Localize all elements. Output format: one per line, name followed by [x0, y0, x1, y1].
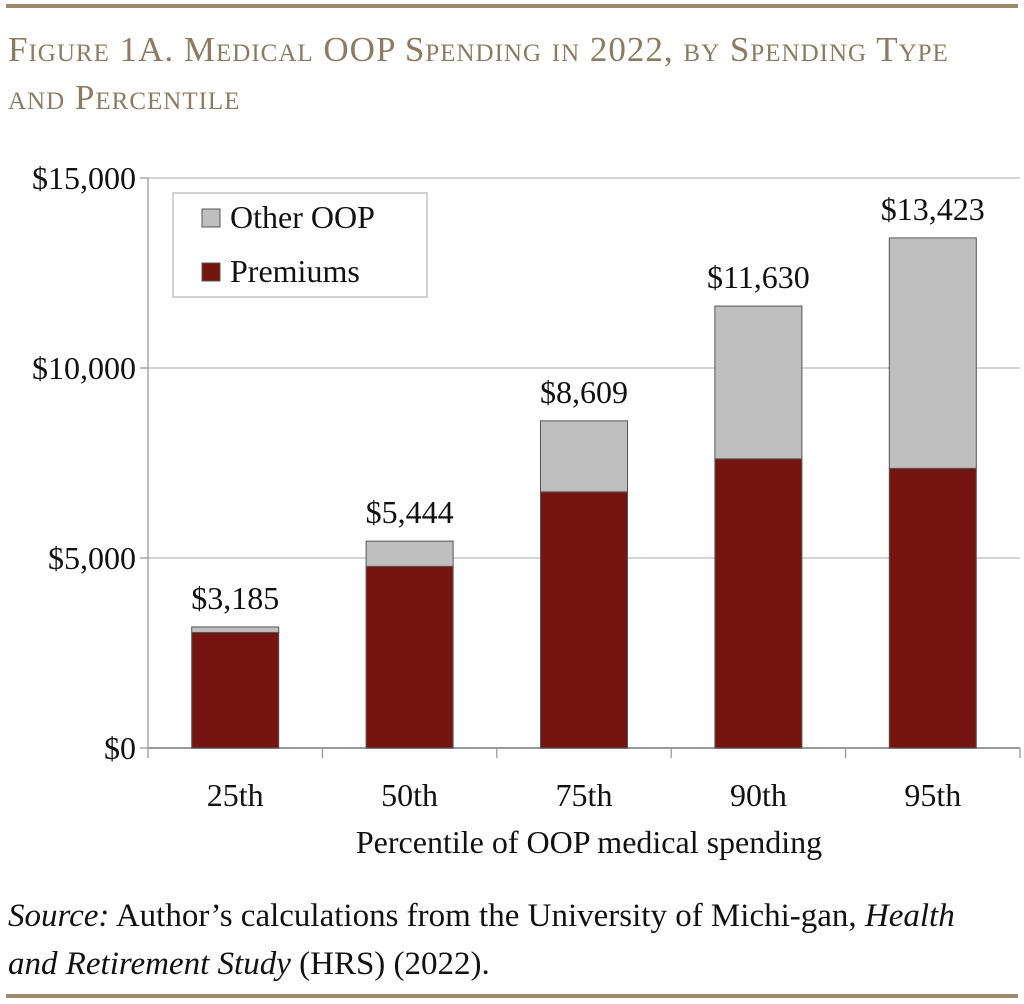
legend-swatch [201, 208, 221, 228]
bottom-rule [6, 994, 1018, 998]
y-tick-label: $0 [104, 730, 136, 766]
bar-other-oop [365, 540, 454, 567]
bar-premiums [191, 631, 280, 749]
bar-premiums [540, 491, 628, 749]
legend-label: Premiums [230, 253, 360, 289]
data-label: $13,423 [881, 191, 985, 227]
legend-label: Other OOP [230, 199, 375, 235]
bar-other-oop [540, 420, 628, 493]
source-note: Source: Author’s calculations from the U… [8, 892, 1008, 988]
x-tick-label: 25th [207, 777, 264, 813]
x-tick-label: 95th [904, 777, 961, 813]
x-tick-label: 50th [381, 777, 438, 813]
bar-premiums [365, 565, 454, 749]
data-label: $8,609 [540, 374, 628, 410]
x-tick-label: 90th [730, 777, 787, 813]
bar-other-oop [888, 237, 977, 469]
top-rule [6, 4, 1018, 8]
bar-other-oop [191, 626, 280, 633]
source-text-1: Author’s calculations from the Universit… [109, 898, 865, 934]
bar-other-oop [714, 305, 803, 460]
legend-swatch [201, 262, 221, 282]
y-tick-label: $15,000 [32, 160, 136, 196]
bar-premiums [888, 467, 977, 749]
y-tick-label: $5,000 [48, 540, 136, 576]
source-text-2: (HRS) (2022). [290, 946, 490, 982]
x-axis-label: Percentile of OOP medical spending [356, 824, 822, 860]
x-tick-label: 75th [556, 777, 613, 813]
figure-title: Figure 1A. Medical OOP Spending in 2022,… [8, 30, 949, 117]
source-label: Source: [8, 898, 110, 934]
data-label: $11,630 [707, 259, 810, 295]
y-tick-label: $10,000 [32, 350, 136, 386]
source-study-name: Health and Retirement Study [8, 898, 955, 982]
data-label: $5,444 [366, 494, 454, 530]
bar-premiums [714, 458, 803, 749]
data-label: $3,185 [191, 580, 279, 616]
